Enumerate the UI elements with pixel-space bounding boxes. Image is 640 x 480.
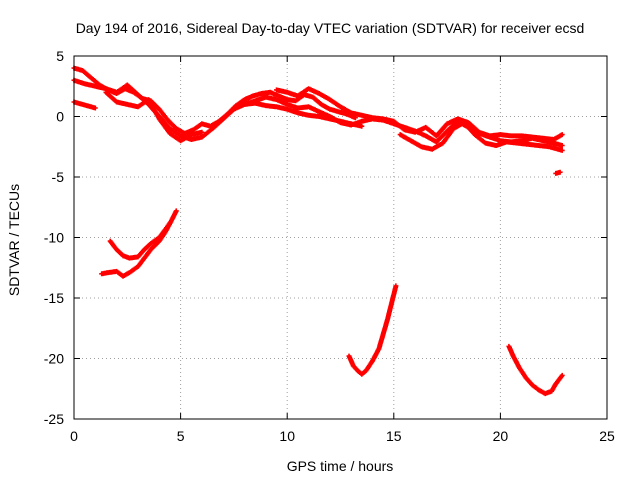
data-points [506,343,565,397]
x-tick-label: 25 [599,428,615,444]
y-tick-label: -20 [44,351,64,367]
x-tick-label: 5 [177,428,185,444]
x-tick-label: 15 [386,428,402,444]
y-tick-label: -10 [44,230,64,246]
data-points [107,220,173,261]
y-axis-label: SDTVAR / TECUs [6,184,22,296]
series-arc-l [506,343,565,397]
x-tick-label: 10 [279,428,295,444]
y-tick-label: -15 [44,290,64,306]
data-points [346,283,399,377]
data-points [553,169,563,176]
data-points [71,99,98,111]
y-tick-label: -25 [44,411,64,427]
y-tick-label: 5 [56,48,64,64]
series-arc-e [242,94,565,148]
series-arc-g [397,120,565,153]
data-points [103,89,205,144]
series-arc-j [107,220,173,261]
series-arc-k [346,283,399,377]
chart-title: Day 194 of 2016, Sidereal Day-to-day VTE… [76,20,585,36]
x-tick-label: 20 [493,428,509,444]
x-axis-label: GPS time / hours [287,458,394,474]
x-tick-label: 0 [70,428,78,444]
data-layer [71,65,565,397]
axis-ticks: 0 5 10 15 20 25 5 0 -5 -10 -15 -20 -25 [44,48,615,444]
series-arc-c [71,99,98,111]
series-arc-h [553,169,563,176]
data-points [397,120,565,153]
y-tick-label: -5 [52,169,65,185]
y-tick-label: 0 [56,109,64,125]
series-arc-d [103,89,205,144]
data-points [242,94,565,148]
grid-lines [74,56,607,419]
